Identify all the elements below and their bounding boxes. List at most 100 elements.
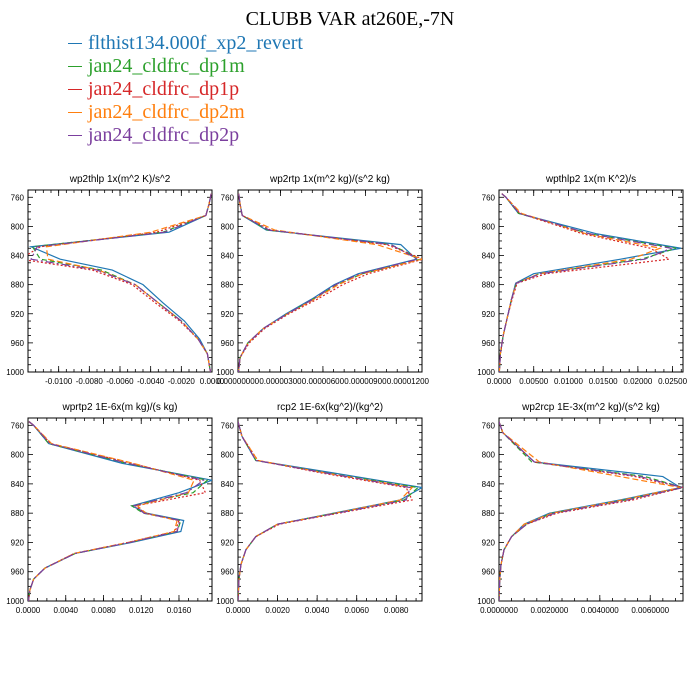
y-tick-label: 880: [11, 509, 25, 518]
x-tick-label: 0.00000000: [217, 377, 260, 386]
series-line: [28, 193, 212, 372]
series-line: [28, 193, 212, 372]
x-tick-label: 0.0120: [129, 606, 154, 615]
series-line: [499, 421, 683, 601]
series-line: [499, 193, 682, 372]
y-tick-label: 960: [482, 339, 496, 348]
x-tick-label: 0.0000: [200, 377, 225, 386]
plot-frame: [237, 189, 423, 373]
panel-title: rcp2 1E-6x(kg^2)/(kg^2): [277, 402, 383, 413]
x-tick-label: 0.0040: [305, 606, 330, 615]
series-line: [238, 193, 422, 372]
series-line: [238, 193, 422, 372]
y-tick-label: 920: [11, 538, 25, 547]
series-line: [499, 193, 674, 372]
x-tick-label: 0.0040000: [581, 606, 619, 615]
y-tick-label: 880: [11, 281, 25, 290]
x-tick-label: 0.0080: [91, 606, 116, 615]
x-tick-label: 0.01500: [589, 377, 618, 386]
y-tick-label: 920: [11, 310, 25, 319]
y-tick-label: 800: [221, 451, 235, 460]
y-tick-label: 840: [482, 252, 496, 261]
series-line: [499, 193, 671, 372]
x-tick-label: 0.00500: [519, 377, 548, 386]
y-tick-label: 1000: [216, 597, 234, 606]
x-tick-label: 0.00000900: [344, 377, 387, 386]
series-line: [28, 421, 205, 601]
x-tick-label: 0.0160: [167, 606, 192, 615]
series-line: [499, 421, 683, 601]
y-tick-label: 760: [482, 193, 496, 202]
panel-title: wpthlp2 1x(m K^2)/s: [545, 174, 636, 185]
panel-title: wp2rtp 1x(m^2 kg)/(s^2 kg): [269, 174, 390, 185]
y-tick-label: 920: [482, 310, 496, 319]
legend-label: jan24_cldfrc_dp1m: [88, 55, 245, 77]
y-tick-label: 760: [221, 193, 235, 202]
y-tick-label: 1000: [477, 368, 495, 377]
series-line: [499, 421, 681, 601]
x-tick-label: -0.0020: [168, 377, 196, 386]
y-tick-label: 800: [11, 222, 25, 231]
x-tick-label: -0.0040: [137, 377, 165, 386]
y-tick-label: 880: [482, 509, 496, 518]
panel-3: wpthlp2 1x(m K^2)/s 760 800 840 880 920 960 100…: [477, 174, 687, 386]
panel-6: wp2rcp 1E-3x(m^2 kg)/(s^2 kg) 760 800 840 88…: [477, 402, 684, 615]
series-line: [28, 421, 209, 601]
panel-title: wprtp2 1E-6x(m kg)/(s kg): [61, 402, 177, 413]
series-line: [30, 193, 212, 372]
x-tick-label: 0.0000: [487, 377, 512, 386]
legend-line-swatch: [68, 66, 82, 67]
y-tick-label: 960: [482, 568, 496, 577]
legend-line-swatch: [68, 43, 82, 44]
x-tick-label: 0.0000000: [480, 606, 518, 615]
series-line: [45, 193, 212, 372]
legend-label: jan24_cldfrc_dp2m: [88, 101, 245, 123]
plot-frame: [27, 189, 213, 373]
y-tick-label: 1000: [216, 368, 234, 377]
y-tick-label: 760: [221, 421, 235, 430]
y-tick-label: 840: [482, 480, 496, 489]
series-line: [238, 193, 420, 372]
x-tick-label: 0.00000600: [302, 377, 345, 386]
y-tick-label: 840: [221, 480, 235, 489]
y-tick-label: 840: [11, 480, 25, 489]
y-tick-label: 960: [11, 568, 25, 577]
panel-title: wp2thlp 1x(m^2 K)/s^2: [69, 174, 171, 185]
y-tick-label: 1000: [477, 597, 495, 606]
plot-frame: [27, 417, 213, 602]
series-line: [238, 421, 422, 601]
plot-frame: [498, 189, 684, 373]
series-line: [28, 421, 212, 601]
x-tick-label: -0.0100: [45, 377, 73, 386]
y-tick-label: 840: [221, 252, 235, 261]
legend-label: jan24_cldfrc_dp2p: [88, 124, 240, 146]
x-tick-label: 0.0020000: [530, 606, 568, 615]
x-tick-label: 0.0000: [16, 606, 41, 615]
legend-line-swatch: [68, 112, 82, 113]
y-tick-label: 880: [221, 509, 235, 518]
panel-title: wp2rcp 1E-3x(m^2 kg)/(s^2 kg): [521, 402, 660, 413]
legend-item: jan24_cldfrc_dp1m: [68, 55, 303, 78]
y-tick-label: 760: [11, 421, 25, 430]
y-tick-label: 800: [221, 222, 235, 231]
y-tick-label: 920: [221, 310, 235, 319]
plot-frame: [237, 417, 423, 602]
y-tick-label: 760: [482, 421, 496, 430]
series-line: [31, 193, 212, 372]
x-tick-label: 0.0060000: [631, 606, 669, 615]
legend-item: jan24_cldfrc_dp2p: [68, 124, 303, 147]
legend-label: flthist134.000f_xp2_revert: [88, 32, 303, 54]
x-tick-label: 0.0020: [265, 606, 290, 615]
legend-item: flthist134.000f_xp2_revert: [68, 32, 303, 55]
x-tick-label: -0.0060: [106, 377, 134, 386]
y-tick-label: 920: [482, 538, 496, 547]
panel-4: wprtp2 1E-6x(m kg)/(s kg) 760 800 840 880 920…: [6, 402, 213, 615]
x-tick-label: 0.02500: [658, 377, 687, 386]
panel-2: wp2rtp 1x(m^2 kg)/(s^2 kg) 760 800 840 880 92…: [216, 174, 429, 386]
y-tick-label: 1000: [6, 368, 24, 377]
series-line: [238, 421, 413, 601]
y-tick-label: 920: [221, 538, 235, 547]
x-tick-label: 0.00001200: [387, 377, 430, 386]
x-tick-label: 0.0040: [54, 606, 79, 615]
